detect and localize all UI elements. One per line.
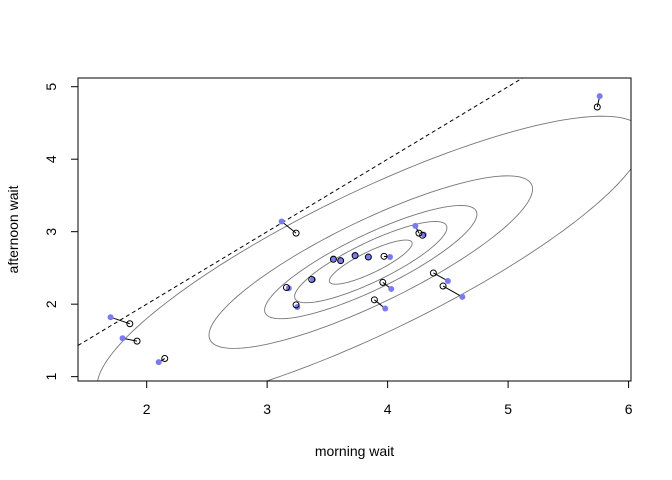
contour-layer (97, 115, 631, 381)
x-tick-label: 5 (504, 401, 512, 417)
x-axis-title: morning wait (315, 443, 394, 459)
plot-frame (77, 77, 632, 382)
shrunk-point (292, 229, 300, 237)
shrunk-point (380, 252, 388, 260)
y-axis-title: afternoon wait (5, 185, 21, 273)
raw-point (444, 277, 451, 284)
raw-point (365, 254, 372, 261)
y-tick-label: 2 (43, 300, 59, 308)
shrunk-point (370, 296, 378, 304)
x-tick-label: 6 (625, 401, 633, 417)
reference-line-layer (78, 78, 524, 346)
shrunk-point (429, 269, 437, 277)
y-tick-label: 4 (43, 155, 59, 163)
raw-point (596, 93, 603, 100)
shrunk-point (419, 231, 427, 239)
shrunk-point (415, 229, 423, 237)
shrunk-point (379, 278, 387, 286)
shrunk-point (161, 355, 169, 363)
raw-point (107, 314, 114, 321)
shrunk-point (329, 255, 337, 263)
raw-point (382, 305, 389, 312)
raw-point (412, 222, 419, 229)
shrunk-point (292, 301, 300, 309)
contour-1 (328, 239, 413, 285)
shrinkage-segment-layer (110, 96, 601, 363)
shrunk-point (351, 252, 359, 260)
raw-point (119, 335, 126, 342)
raw-point (285, 285, 292, 292)
raw-point-layer (107, 93, 603, 366)
y-tick-label: 5 (43, 83, 59, 91)
raw-point (459, 293, 466, 300)
shrunk-point (593, 103, 601, 111)
shrunk-point (126, 320, 134, 328)
raw-point (155, 359, 162, 366)
reference-line (78, 78, 524, 346)
x-tick-label: 3 (263, 401, 271, 417)
shrunk-point (308, 276, 316, 284)
shrunk-point (364, 253, 372, 261)
contour-5 (97, 115, 631, 381)
contour-2 (294, 221, 448, 304)
raw-point (278, 218, 285, 225)
contour-4 (208, 175, 533, 349)
y-tick-label: 1 (43, 373, 59, 381)
raw-point (387, 254, 394, 261)
y-axis: 1 2 3 4 5 (43, 83, 79, 381)
shrunk-point (282, 283, 290, 291)
shrunk-point (133, 337, 141, 345)
shrunk-point-layer (126, 103, 601, 363)
contour-3 (264, 205, 478, 320)
shrinkage-segment (442, 285, 463, 298)
x-axis: 2 3 4 5 6 (143, 380, 633, 417)
raw-point (337, 257, 344, 264)
raw-point (388, 285, 395, 292)
shrunk-point (337, 257, 345, 265)
x-tick-label: 2 (143, 401, 151, 417)
y-tick-label: 3 (43, 228, 59, 236)
x-tick-label: 4 (384, 401, 392, 417)
shrunk-point (439, 282, 447, 290)
